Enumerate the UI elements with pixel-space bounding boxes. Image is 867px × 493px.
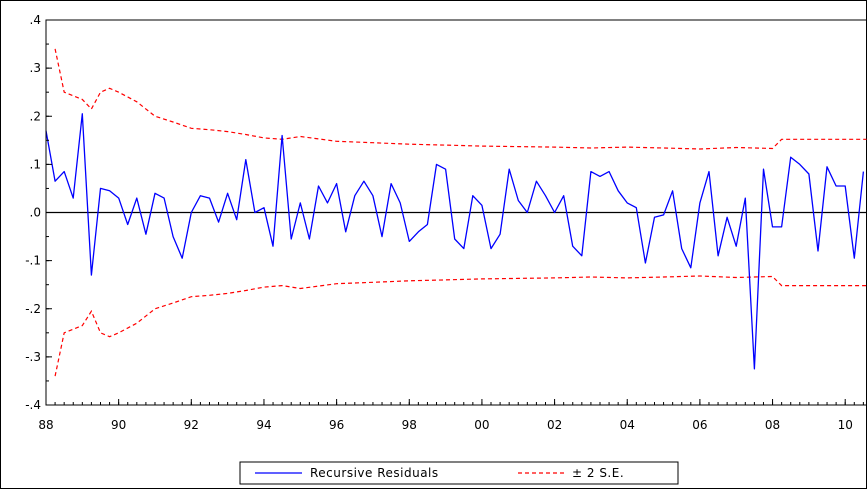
y-tick-label: -.2 <box>25 302 41 316</box>
upper-2se-band <box>54 48 867 150</box>
x-tick-label: 00 <box>474 418 489 432</box>
x-tick-label: 06 <box>692 418 707 432</box>
lower-2se-band <box>54 275 867 377</box>
legend-box <box>239 461 679 485</box>
axes: .4 .3 .2 .1 .0 -.1 -.2 -.3 -.4 88 90 92 94 96 98 00 02 04… <box>25 13 867 432</box>
x-tick-label: 96 <box>329 418 344 432</box>
y-tick-label: -.4 <box>25 398 41 412</box>
x-tick-label: 94 <box>256 418 271 432</box>
x-tick-label: 98 <box>402 418 417 432</box>
y-tick-label: .4 <box>30 13 41 27</box>
x-tick-label: 10 <box>838 418 853 432</box>
x-tick-label: 90 <box>111 418 126 432</box>
plot-area <box>45 48 867 377</box>
legend-label-2se: ± 2 S.E. <box>572 466 624 480</box>
y-tick-label: -.1 <box>25 254 41 268</box>
x-tick-label: 88 <box>38 418 53 432</box>
recursive-residuals-line <box>45 113 865 370</box>
y-tick-label: -.3 <box>25 350 41 364</box>
y-tick-label: .2 <box>30 109 41 123</box>
x-tick-label: 92 <box>184 418 199 432</box>
x-tick-label: 04 <box>620 418 635 432</box>
x-tick-label: 02 <box>547 418 562 432</box>
legend: Recursive Residuals ± 2 S.E. <box>239 461 679 485</box>
y-tick-label: .1 <box>30 157 41 171</box>
legend-label-recursive-residuals: Recursive Residuals <box>310 466 439 480</box>
x-tick-label: 08 <box>765 418 780 432</box>
y-tick-label: .0 <box>30 206 41 220</box>
y-tick-label: .3 <box>30 61 41 75</box>
